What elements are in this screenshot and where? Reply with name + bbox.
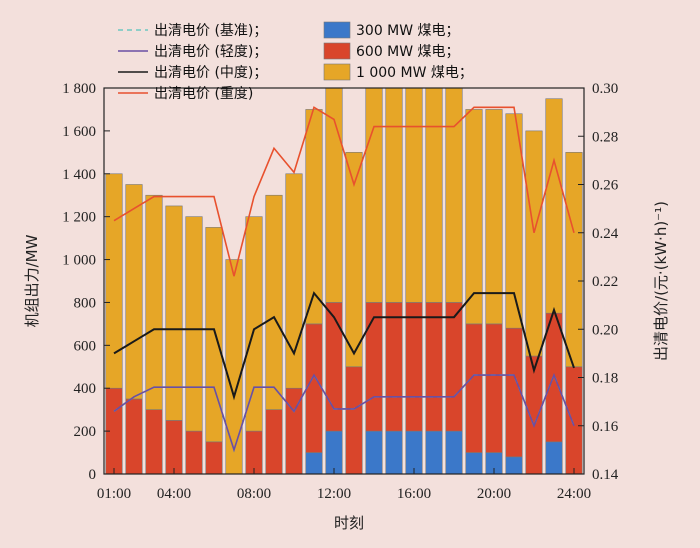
y2-tick-label: 0.18 xyxy=(592,371,618,387)
bar-2-3 xyxy=(145,194,163,410)
bar-1-19 xyxy=(465,323,483,453)
legend: 出清电价 (基准)； 出清电价 (轻度)； 出清电价 (中度)； 出清电价 (重度) 3… xyxy=(118,21,473,102)
bar-2-10 xyxy=(285,173,303,389)
y2-tick-label: 0.26 xyxy=(592,178,619,194)
y2-tick-label: 0.22 xyxy=(592,274,618,290)
bar-0-19 xyxy=(465,452,483,475)
bar-1-14 xyxy=(365,302,383,432)
y2-tick-label: 0.20 xyxy=(592,322,618,338)
bar-1-2 xyxy=(125,398,143,475)
y-tick-label: 200 xyxy=(74,424,97,440)
legend-box-swatch xyxy=(323,63,351,81)
x-tick-label: 04:00 xyxy=(157,486,191,502)
legend-label: 出清电价 (中度)； xyxy=(154,65,267,81)
y2-tick-label: 0.16 xyxy=(592,419,619,435)
bar-0-15 xyxy=(385,430,403,475)
bar-0-14 xyxy=(365,430,383,475)
bar-0-17 xyxy=(425,430,443,475)
bar-1-12 xyxy=(325,302,343,432)
y2-tick-label: 0.30 xyxy=(592,81,618,97)
y-tick-label: 0 xyxy=(89,467,97,483)
bar-0-18 xyxy=(445,430,463,475)
bar-2-17 xyxy=(425,87,443,303)
x-axis-title: 时刻 xyxy=(334,514,364,532)
bar-1-24 xyxy=(565,366,583,475)
bar-1-20 xyxy=(485,323,503,453)
bar-2-16 xyxy=(405,87,423,303)
y2-tick-label: 0.28 xyxy=(592,129,618,145)
legend-label: 出清电价 (基准)； xyxy=(154,22,267,39)
y-tick-label: 800 xyxy=(74,295,97,311)
legend-label: 600 MW 煤电； xyxy=(356,44,460,60)
bar-1-5 xyxy=(185,430,203,475)
line-group xyxy=(113,106,575,453)
legend-label: 300 MW 煤电； xyxy=(356,23,460,39)
legend-box-swatch xyxy=(323,21,351,39)
bar-2-23 xyxy=(545,98,563,314)
bar-1-4 xyxy=(165,420,183,475)
x-tick-label: 12:00 xyxy=(317,486,351,502)
bar-2-2 xyxy=(125,184,143,400)
y2-tick-label: 0.14 xyxy=(592,467,619,483)
bar-2-9 xyxy=(265,194,283,410)
bar-2-14 xyxy=(365,87,383,303)
y-tick-label: 600 xyxy=(74,338,97,354)
y-tick-label: 400 xyxy=(74,381,97,397)
y-axis-title: 机组出力/MW xyxy=(23,234,41,327)
bar-1-9 xyxy=(265,409,283,475)
legend-box-swatch xyxy=(323,42,351,60)
bar-1-13 xyxy=(345,366,363,475)
legend-label: 出清电价 (重度) xyxy=(154,86,253,102)
bar-0-21 xyxy=(505,456,523,475)
bar-1-22 xyxy=(525,355,543,475)
y-tick-label: 1 800 xyxy=(62,81,96,97)
bar-1-6 xyxy=(205,441,223,475)
bar-1-23 xyxy=(545,312,563,443)
x-tick-label: 20:00 xyxy=(477,486,511,502)
bar-2-1 xyxy=(105,173,123,389)
bar-0-12 xyxy=(325,430,343,475)
bar-1-17 xyxy=(425,302,443,432)
bar-2-22 xyxy=(525,130,543,357)
line-series-0 xyxy=(113,372,575,453)
y2-axis-title: 出清电价/(元·(kW·h)⁻¹) xyxy=(652,201,670,361)
bar-2-5 xyxy=(185,216,203,432)
line-series-3 xyxy=(113,106,575,277)
bar-1-16 xyxy=(405,302,423,432)
bar-0-16 xyxy=(405,430,423,475)
legend-label: 出清电价 (轻度)； xyxy=(154,44,267,60)
legend-label: 1 000 MW 煤电； xyxy=(356,65,473,81)
axes: 0 200 400 600 800 1 000 1 200 1 400 1 600 1 800 0.… xyxy=(62,81,619,502)
line-series-2 xyxy=(113,291,575,401)
bar-1-3 xyxy=(145,409,163,475)
bar-1-18 xyxy=(445,302,463,432)
line-series-1 xyxy=(113,372,575,453)
bar-2-21 xyxy=(505,113,523,329)
bar-2-8 xyxy=(245,216,263,432)
bar-0-23 xyxy=(545,441,563,475)
y-tick-label: 1 600 xyxy=(62,124,96,140)
bar-2-19 xyxy=(465,109,483,325)
x-tick-label: 16:00 xyxy=(397,486,431,502)
y-tick-label: 1 400 xyxy=(62,167,96,183)
bar-1-8 xyxy=(245,430,263,475)
x-tick-label: 24:00 xyxy=(557,486,591,502)
bar-2-20 xyxy=(485,109,503,325)
bar-1-15 xyxy=(385,302,403,432)
bar-2-6 xyxy=(205,227,223,443)
bar-2-7 xyxy=(225,259,243,475)
y-tick-label: 1 000 xyxy=(62,253,96,269)
bar-1-21 xyxy=(505,327,523,458)
bar-group xyxy=(105,87,583,475)
bar-2-13 xyxy=(345,152,363,368)
y-tick-label: 1 200 xyxy=(62,210,96,226)
bar-0-11 xyxy=(305,452,323,475)
bar-1-11 xyxy=(305,323,323,453)
x-tick-label: 08:00 xyxy=(237,486,271,502)
x-tick-label: 01:00 xyxy=(97,486,131,502)
bar-2-4 xyxy=(165,205,183,421)
y2-tick-label: 0.24 xyxy=(592,226,619,242)
bar-2-15 xyxy=(385,87,403,303)
